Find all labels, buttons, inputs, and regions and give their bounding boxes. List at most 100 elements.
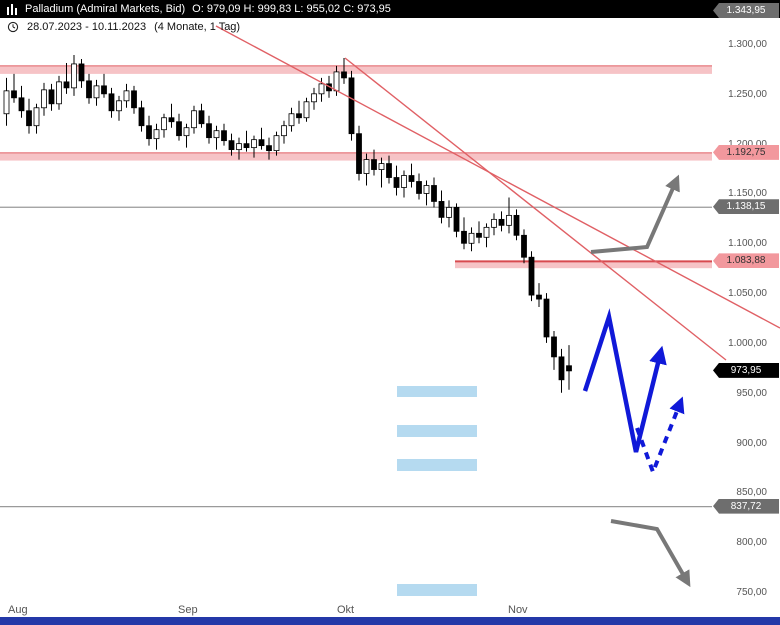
candle xyxy=(168,117,175,123)
candle xyxy=(191,110,197,129)
month-label: Sep xyxy=(178,604,198,616)
axis-tick: 1.100,00 xyxy=(728,238,767,250)
candle xyxy=(206,123,212,139)
candle xyxy=(41,89,47,109)
price-zone xyxy=(0,152,712,161)
candle xyxy=(438,201,445,218)
gray-scenario-arrow xyxy=(610,519,691,588)
highlight-bar xyxy=(397,386,477,397)
candle xyxy=(333,71,340,92)
highlight-bar xyxy=(397,459,477,471)
price-badge: 1.343,95 xyxy=(713,3,779,18)
candle xyxy=(468,232,475,244)
price-badge: 1.192,75 xyxy=(713,144,779,160)
price-zone xyxy=(0,65,712,74)
candle xyxy=(213,130,220,139)
candle xyxy=(251,139,257,149)
candle xyxy=(521,234,527,258)
candle xyxy=(498,218,505,226)
candle xyxy=(228,140,235,151)
trendline xyxy=(215,25,780,329)
month-label: Aug xyxy=(8,604,28,616)
candle xyxy=(371,159,377,170)
price-badge: 973,95 xyxy=(713,362,779,378)
axis-tick: 850,00 xyxy=(736,487,767,499)
candle xyxy=(296,113,302,119)
candle xyxy=(483,226,490,238)
candle xyxy=(513,214,520,236)
candle xyxy=(431,185,437,202)
instrument-title: Palladium (Admiral Markets, Bid) xyxy=(25,3,186,15)
axis-tick: 1.250,00 xyxy=(728,88,767,100)
candle xyxy=(153,129,160,140)
candle xyxy=(558,356,565,381)
candle xyxy=(71,63,77,89)
candle xyxy=(528,256,535,296)
candle xyxy=(26,110,32,127)
candle xyxy=(176,121,182,137)
month-label: Okt xyxy=(337,604,355,616)
candle xyxy=(123,90,130,102)
blue-projection-arrow xyxy=(582,308,667,453)
price-zone xyxy=(455,261,712,269)
candle xyxy=(408,175,415,182)
candle xyxy=(11,90,17,99)
candle xyxy=(221,130,227,142)
candle xyxy=(3,90,10,115)
candle xyxy=(543,298,550,338)
highlight-bar xyxy=(397,584,477,596)
candle xyxy=(348,77,355,135)
candle xyxy=(266,145,272,152)
axis-tick: 1.200,00 xyxy=(728,138,767,150)
gray-scenario-arrow xyxy=(590,174,680,254)
date-range: 28.07.2023 - 10.11.2023 xyxy=(27,21,147,33)
candle xyxy=(93,85,100,99)
candle xyxy=(536,294,542,300)
axis-tick: 1.050,00 xyxy=(728,288,767,300)
ohlc-values: O: 979,09 H: 999,83 L: 955,02 C: 973,95 xyxy=(192,3,391,15)
price-badge: 1.138,15 xyxy=(713,199,779,215)
candle xyxy=(393,177,400,188)
candle xyxy=(281,125,287,137)
candle xyxy=(33,107,40,127)
period-label: (4 Monate, 1 Tag) xyxy=(154,21,241,33)
price-badge: 837,72 xyxy=(713,498,779,514)
time-range-bar: 28.07.2023 - 10.11.2023 (4 Monate, 1 Tag… xyxy=(0,18,240,36)
candle xyxy=(446,207,452,218)
candle xyxy=(566,365,572,372)
axis-tick: 800,00 xyxy=(736,537,767,549)
candle xyxy=(78,63,85,82)
blue-projection-arrow-dashed xyxy=(635,396,685,478)
candle xyxy=(18,97,25,112)
candle xyxy=(386,163,392,178)
title-bar: Palladium (Admiral Markets, Bid) O: 979,… xyxy=(0,0,780,18)
candle xyxy=(146,125,152,140)
candle xyxy=(258,139,265,147)
candle xyxy=(198,110,205,125)
candle xyxy=(131,90,137,109)
axis-tick: 750,00 xyxy=(736,587,767,598)
candle xyxy=(138,107,145,127)
candle xyxy=(506,214,512,226)
candle xyxy=(416,181,422,194)
axis-tick: 950,00 xyxy=(736,387,767,399)
candle xyxy=(491,218,497,228)
candle xyxy=(303,101,310,119)
candle xyxy=(356,133,362,174)
candle xyxy=(461,230,467,244)
candle xyxy=(161,117,167,131)
candle xyxy=(551,336,557,358)
axis-tick: 1.150,00 xyxy=(728,188,767,200)
highlight-bar xyxy=(397,425,477,437)
bottom-scrollbar[interactable] xyxy=(0,617,780,625)
candle xyxy=(273,135,280,152)
axis-tick: 900,00 xyxy=(736,437,767,449)
candle xyxy=(453,207,460,232)
candle xyxy=(236,143,242,151)
candle xyxy=(101,85,107,95)
month-label: Nov xyxy=(508,604,528,616)
candle xyxy=(401,175,407,188)
candle xyxy=(378,163,385,170)
candle xyxy=(318,83,325,95)
